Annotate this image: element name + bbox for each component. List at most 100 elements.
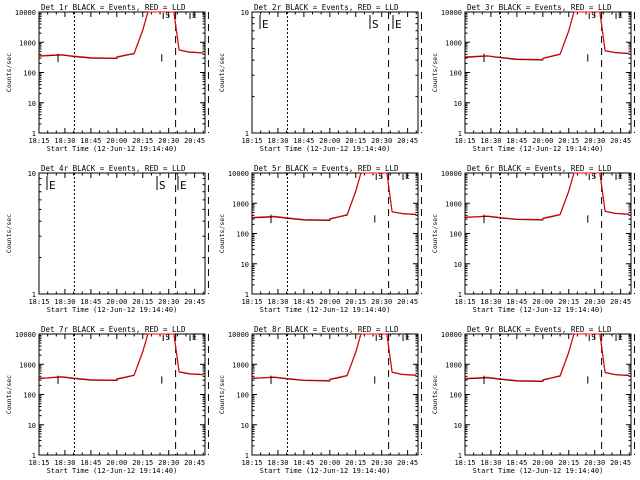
x-tick-label: 20:30	[158, 298, 179, 306]
panel-title: Det 7r BLACK = Events, RED = LLD	[41, 325, 186, 334]
panel-title: Det 4r BLACK = Events, RED = LLD	[41, 164, 186, 173]
panel-6: 1 10 100 1000 10000 18:15 18:30 18:45 20:00 20:15…	[431, 164, 635, 314]
y-tick-label: 100	[23, 392, 36, 400]
y-tick-label: 10000	[228, 331, 249, 339]
flare-marker-label: E	[618, 172, 623, 181]
panel-title: Det 2r BLACK = Events, RED = LLD	[254, 3, 399, 12]
flare-marker-label: E	[405, 172, 410, 181]
x-tick-label: 20:45	[397, 459, 418, 467]
x-tick-label: 20:45	[184, 137, 205, 145]
plot-frame	[38, 333, 206, 456]
x-tick-label: 20:00	[106, 137, 127, 145]
x-tick-label: 20:00	[319, 298, 340, 306]
panel-9: 1 10 100 1000 10000 18:15 18:30 18:45 20:00 20:15…	[431, 325, 635, 475]
y-axis-label: Counts/sec	[218, 214, 226, 253]
y-tick-label: 100	[449, 70, 462, 78]
y-axis-label: Counts/sec	[218, 53, 226, 92]
x-tick-label: 20:30	[371, 137, 392, 145]
series-events-line	[251, 333, 417, 382]
flare-marker-label: S	[165, 333, 170, 342]
x-tick-label: 20:45	[610, 459, 631, 467]
x-tick-label: 20:15	[345, 137, 366, 145]
x-tick-label: 20:45	[184, 459, 205, 467]
x-tick-label: 18:15	[241, 137, 262, 145]
x-axis-label: Start Time (12-Jun-12 19:14:40)	[473, 306, 604, 314]
panel-1: 1 10 100 1000 10000 18:15 18:30 18:45 20:00 20:15…	[5, 3, 209, 153]
panel-5: 1 10 100 1000 10000 18:15 18:30 18:45 20:00 20:15…	[218, 164, 422, 314]
flare-marker-label: E	[405, 333, 410, 342]
y-tick-label: 1	[32, 291, 36, 299]
x-tick-label: 20:00	[319, 137, 340, 145]
series-lld-line	[464, 172, 630, 221]
x-tick-label: 18:30	[54, 459, 75, 467]
x-tick-label: 20:15	[132, 459, 153, 467]
y-tick-label: 10	[241, 9, 249, 17]
x-tick-label: 20:15	[132, 137, 153, 145]
y-tick-label: 1	[458, 130, 462, 138]
panel-title: Det 3r BLACK = Events, RED = LLD	[467, 3, 612, 12]
y-tick-label: 10	[241, 422, 249, 430]
x-tick-label: 20:45	[397, 298, 418, 306]
x-tick-label: 18:45	[506, 137, 527, 145]
y-tick-label: 100	[23, 70, 36, 78]
plot-frame	[251, 333, 419, 456]
x-tick-label: 18:30	[267, 298, 288, 306]
x-tick-label: 18:30	[267, 137, 288, 145]
y-tick-label: 1	[245, 291, 249, 299]
y-tick-label: 10	[454, 100, 462, 108]
x-tick-label: 18:15	[28, 137, 49, 145]
y-tick-label: 1000	[445, 361, 462, 369]
y-tick-label: 1	[32, 452, 36, 460]
panel-4: 1 10 18:15 18:30 18:45 20:00 20:15 20:30 20:45 De…	[5, 164, 209, 314]
x-tick-label: 20:15	[558, 459, 579, 467]
y-tick-label: 1000	[232, 200, 249, 208]
x-tick-label: 20:15	[345, 298, 366, 306]
x-tick-label: 20:30	[371, 459, 392, 467]
x-tick-label: 20:00	[319, 459, 340, 467]
x-axis-label: Start Time (12-Jun-12 19:14:40)	[473, 467, 604, 475]
series-lld-line	[464, 333, 630, 382]
x-tick-label: 20:15	[132, 298, 153, 306]
x-tick-label: 20:30	[584, 298, 605, 306]
x-tick-label: 18:15	[241, 459, 262, 467]
x-tick-label: 18:15	[241, 298, 262, 306]
x-tick-label: 20:30	[371, 298, 392, 306]
y-tick-label: 1000	[445, 200, 462, 208]
y-tick-label: 10	[454, 261, 462, 269]
y-tick-label: 10	[28, 422, 36, 430]
y-tick-label: 10000	[15, 331, 36, 339]
panel-2: 1 10 18:15 18:30 18:45 20:00 20:15 20:30 20:45 De…	[218, 3, 422, 153]
x-tick-label: 18:45	[80, 459, 101, 467]
x-tick-label: 20:15	[345, 459, 366, 467]
y-tick-label: 10	[28, 100, 36, 108]
series-events-line	[38, 11, 204, 60]
flare-marker-label: S	[378, 333, 383, 342]
series-lld-line	[38, 11, 204, 59]
series-lld-line	[38, 333, 204, 381]
plot-frame	[38, 11, 206, 134]
x-tick-label: 20:15	[558, 137, 579, 145]
x-tick-label: 18:30	[267, 459, 288, 467]
x-tick-label: 20:00	[532, 137, 553, 145]
y-tick-label: 1	[245, 130, 249, 138]
plot-frame	[251, 172, 419, 295]
y-axis-label: Counts/sec	[218, 375, 226, 414]
flare-marker-label: S	[591, 172, 596, 181]
x-tick-label: 18:15	[28, 459, 49, 467]
x-tick-label: 20:45	[397, 137, 418, 145]
x-tick-label: 18:45	[293, 137, 314, 145]
flare-marker-label: E	[192, 11, 197, 20]
y-tick-label: 100	[236, 392, 249, 400]
x-axis-label: Start Time (12-Jun-12 19:14:40)	[473, 145, 604, 153]
x-tick-label: 20:00	[106, 459, 127, 467]
x-tick-label: 18:30	[54, 298, 75, 306]
x-tick-label: 20:45	[610, 298, 631, 306]
panel-title: Det 1r BLACK = Events, RED = LLD	[41, 3, 186, 12]
x-tick-label: 18:45	[293, 459, 314, 467]
event-marker-label: E	[395, 18, 402, 31]
x-tick-label: 18:45	[80, 137, 101, 145]
y-tick-label: 1	[32, 130, 36, 138]
y-tick-label: 10000	[441, 170, 462, 178]
event-marker-label: S	[159, 179, 166, 192]
x-tick-label: 20:30	[584, 137, 605, 145]
